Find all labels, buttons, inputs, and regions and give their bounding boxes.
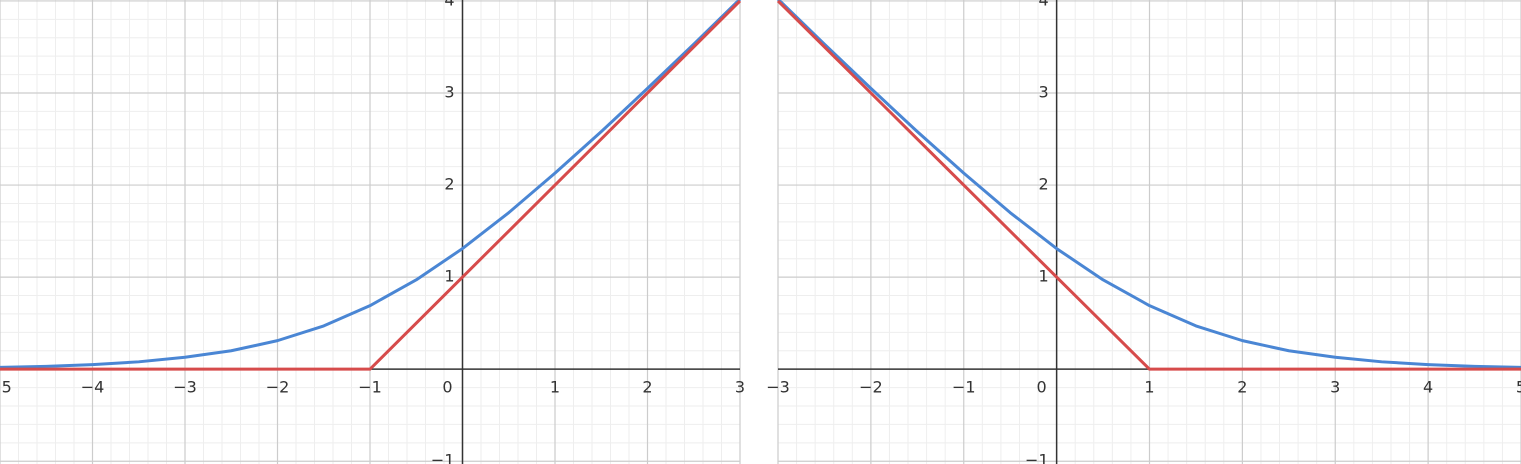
x-tick-label: 4 (1423, 378, 1433, 397)
x-tick-label: 1 (550, 378, 560, 397)
y-tick-label: 2 (444, 175, 454, 194)
x-tick-label: −3 (766, 378, 790, 397)
curve (776, 0, 1521, 371)
y-tick-label: 2 (1038, 175, 1048, 194)
x-tick-label: 3 (1330, 378, 1340, 397)
curve (0, 0, 742, 369)
y-tick-label: 1 (1038, 267, 1048, 286)
x-tick-label: −5 (0, 378, 12, 397)
x-tick-label: 2 (1237, 378, 1247, 397)
y-tick-label: 1 (444, 267, 454, 286)
x-tick-label: 5 (1516, 378, 1521, 397)
x-tick-label: −1 (358, 378, 382, 397)
graph-panel: −3 −2 −1 0 1 2 3 4 5 −1 1 2 3 4 (766, 0, 1521, 464)
y-tick-label: −1 (431, 451, 455, 464)
x-tick-label: 2 (642, 378, 652, 397)
x-tick-label: 0 (442, 378, 452, 397)
y-tick-label: 4 (1038, 0, 1048, 9)
y-tick-label: 3 (1038, 82, 1048, 101)
y-tick-label: −1 (1025, 451, 1049, 464)
x-tick-label: −3 (173, 378, 197, 397)
y-tick-label: 3 (444, 82, 454, 101)
x-tick-label: 3 (735, 378, 745, 397)
x-tick-label: −1 (952, 378, 976, 397)
x-tick-label: −4 (81, 378, 105, 397)
x-tick-label: −2 (266, 378, 290, 397)
y-tick-label: 4 (444, 0, 454, 9)
x-tick-label: −2 (859, 378, 883, 397)
graph-panel: −5 −4 −3 −2 −1 0 1 2 3 −1 1 2 3 4 (0, 0, 745, 464)
curve (776, 0, 1521, 369)
curve (0, 0, 742, 371)
x-tick-label: 0 (1036, 378, 1046, 397)
x-tick-label: 1 (1144, 378, 1154, 397)
